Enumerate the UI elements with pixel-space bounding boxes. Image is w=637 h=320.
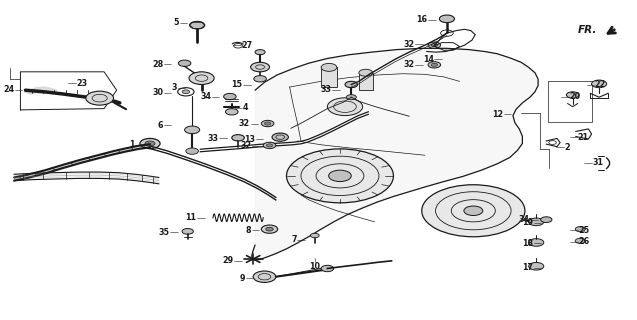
Circle shape [566, 92, 579, 98]
Text: 15: 15 [231, 80, 243, 89]
Circle shape [140, 139, 160, 148]
Circle shape [428, 42, 441, 48]
Polygon shape [24, 87, 57, 94]
Circle shape [529, 218, 544, 226]
Text: 19: 19 [522, 218, 533, 227]
Text: 14: 14 [423, 55, 434, 64]
Text: 8: 8 [246, 226, 251, 235]
Circle shape [263, 142, 276, 148]
Circle shape [321, 63, 337, 71]
Text: 32: 32 [240, 141, 251, 150]
Text: 32: 32 [404, 60, 415, 69]
Text: FR.: FR. [578, 25, 597, 35]
Circle shape [182, 90, 190, 94]
Circle shape [225, 108, 238, 115]
Text: 2: 2 [564, 143, 570, 152]
Circle shape [329, 170, 351, 181]
Circle shape [529, 262, 544, 270]
Circle shape [185, 126, 199, 134]
Bar [321, 68, 337, 87]
Text: 35: 35 [159, 228, 169, 237]
Circle shape [359, 69, 373, 76]
Text: 10: 10 [310, 262, 320, 271]
Circle shape [422, 185, 525, 237]
Circle shape [287, 149, 394, 203]
Circle shape [464, 206, 483, 215]
Circle shape [264, 122, 271, 125]
Text: 3: 3 [171, 83, 177, 92]
Text: 5: 5 [173, 19, 179, 28]
Bar [548, 81, 592, 122]
Text: 7: 7 [291, 236, 297, 244]
Circle shape [189, 72, 214, 84]
Text: 20: 20 [569, 92, 581, 101]
Text: 26: 26 [578, 237, 589, 246]
Circle shape [145, 141, 155, 146]
Circle shape [541, 217, 552, 222]
Circle shape [254, 76, 266, 82]
Text: 33: 33 [321, 85, 332, 94]
Text: 9: 9 [240, 274, 245, 283]
Text: 34: 34 [519, 215, 530, 224]
Circle shape [190, 21, 204, 29]
Circle shape [440, 15, 454, 23]
Circle shape [327, 98, 362, 116]
Circle shape [321, 265, 334, 272]
Circle shape [592, 80, 606, 88]
Circle shape [250, 62, 269, 72]
Circle shape [186, 148, 199, 154]
Circle shape [428, 62, 441, 68]
Circle shape [266, 144, 273, 147]
Circle shape [86, 91, 113, 105]
Bar [359, 73, 373, 90]
Polygon shape [252, 48, 538, 260]
Text: 17: 17 [522, 263, 533, 272]
Text: 12: 12 [492, 109, 503, 118]
Text: 31: 31 [592, 158, 603, 167]
Text: 21: 21 [578, 133, 589, 142]
Text: 18: 18 [522, 239, 533, 248]
Circle shape [178, 60, 191, 67]
Circle shape [272, 133, 289, 141]
Text: 25: 25 [578, 226, 589, 235]
Text: 30: 30 [152, 88, 163, 97]
Text: 32: 32 [404, 40, 415, 49]
Text: 11: 11 [185, 213, 197, 222]
Circle shape [345, 81, 357, 88]
Text: 34: 34 [200, 92, 211, 101]
Text: 28: 28 [152, 60, 163, 69]
Text: 32: 32 [239, 119, 250, 128]
Text: 22: 22 [595, 80, 606, 89]
Circle shape [575, 227, 585, 232]
Text: 33: 33 [208, 134, 218, 143]
Text: 4: 4 [243, 103, 248, 112]
Text: 24: 24 [3, 85, 14, 94]
Text: 1: 1 [129, 140, 134, 149]
Text: 23: 23 [76, 79, 87, 88]
Circle shape [431, 63, 438, 67]
Text: 16: 16 [417, 15, 427, 24]
Circle shape [310, 233, 319, 238]
Text: 6: 6 [158, 121, 163, 130]
Circle shape [266, 227, 273, 231]
Circle shape [232, 135, 245, 141]
Text: 27: 27 [241, 41, 252, 50]
Text: 13: 13 [244, 135, 255, 144]
Circle shape [575, 238, 585, 244]
Circle shape [431, 44, 438, 47]
Circle shape [182, 228, 194, 234]
Circle shape [255, 50, 265, 55]
Circle shape [529, 239, 544, 246]
Text: 29: 29 [222, 256, 234, 265]
Circle shape [261, 120, 274, 127]
Circle shape [224, 93, 236, 100]
Circle shape [253, 271, 276, 283]
Circle shape [261, 225, 278, 233]
Circle shape [347, 95, 356, 100]
